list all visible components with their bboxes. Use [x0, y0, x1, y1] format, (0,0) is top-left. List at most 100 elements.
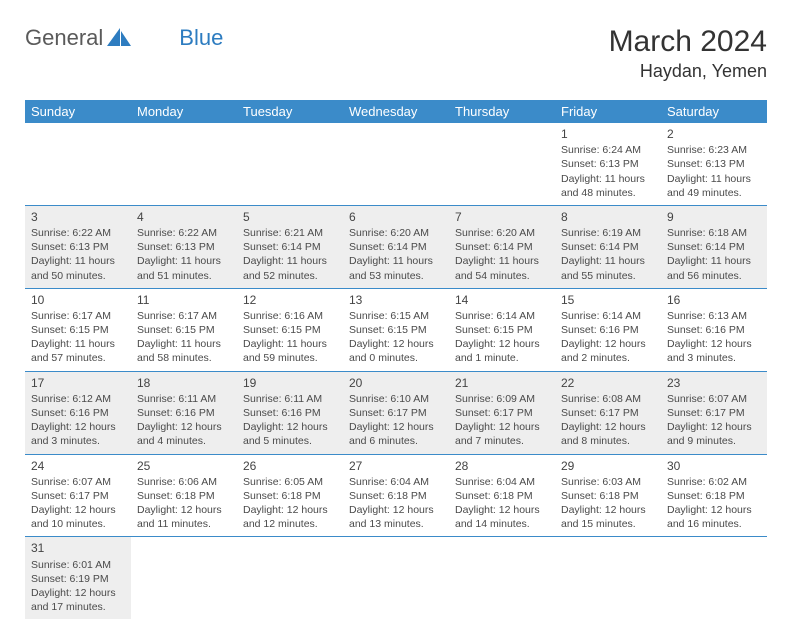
- calendar-day-cell: [343, 537, 449, 619]
- daylight-text: Daylight: 11 hours: [455, 254, 549, 268]
- sunset-text: Sunset: 6:18 PM: [243, 489, 337, 503]
- weekday-header: Saturday: [661, 100, 767, 123]
- sunset-text: Sunset: 6:18 PM: [455, 489, 549, 503]
- day-number: 22: [561, 375, 655, 391]
- calendar-day-cell: [555, 537, 661, 619]
- daylight-text2: and 57 minutes.: [31, 351, 125, 365]
- sunrise-text: Sunrise: 6:15 AM: [349, 309, 443, 323]
- daylight-text2: and 7 minutes.: [455, 434, 549, 448]
- sunrise-text: Sunrise: 6:16 AM: [243, 309, 337, 323]
- day-number: 6: [349, 209, 443, 225]
- sunrise-text: Sunrise: 6:11 AM: [243, 392, 337, 406]
- calendar-day-cell: [25, 123, 131, 205]
- calendar-day-cell: [343, 123, 449, 205]
- sunset-text: Sunset: 6:15 PM: [31, 323, 125, 337]
- sunrise-text: Sunrise: 6:04 AM: [455, 475, 549, 489]
- sunrise-text: Sunrise: 6:24 AM: [561, 143, 655, 157]
- weekday-header: Wednesday: [343, 100, 449, 123]
- daylight-text2: and 53 minutes.: [349, 269, 443, 283]
- sunrise-text: Sunrise: 6:06 AM: [137, 475, 231, 489]
- sunset-text: Sunset: 6:18 PM: [667, 489, 761, 503]
- day-number: 10: [31, 292, 125, 308]
- title-block: March 2024 Haydan, Yemen: [609, 25, 767, 82]
- day-number: 26: [243, 458, 337, 474]
- weekday-header: Monday: [131, 100, 237, 123]
- sunset-text: Sunset: 6:18 PM: [349, 489, 443, 503]
- daylight-text2: and 56 minutes.: [667, 269, 761, 283]
- daylight-text2: and 58 minutes.: [137, 351, 231, 365]
- daylight-text: Daylight: 12 hours: [137, 420, 231, 434]
- daylight-text: Daylight: 12 hours: [137, 503, 231, 517]
- sunrise-text: Sunrise: 6:21 AM: [243, 226, 337, 240]
- daylight-text2: and 1 minute.: [455, 351, 549, 365]
- daylight-text2: and 48 minutes.: [561, 186, 655, 200]
- sunrise-text: Sunrise: 6:03 AM: [561, 475, 655, 489]
- calendar-day-cell: 13Sunrise: 6:15 AMSunset: 6:15 PMDayligh…: [343, 288, 449, 371]
- sunset-text: Sunset: 6:14 PM: [667, 240, 761, 254]
- calendar-day-cell: 20Sunrise: 6:10 AMSunset: 6:17 PMDayligh…: [343, 371, 449, 454]
- sunrise-text: Sunrise: 6:12 AM: [31, 392, 125, 406]
- sunrise-text: Sunrise: 6:19 AM: [561, 226, 655, 240]
- daylight-text: Daylight: 12 hours: [667, 337, 761, 351]
- sunrise-text: Sunrise: 6:20 AM: [349, 226, 443, 240]
- day-number: 9: [667, 209, 761, 225]
- daylight-text2: and 11 minutes.: [137, 517, 231, 531]
- sunrise-text: Sunrise: 6:08 AM: [561, 392, 655, 406]
- daylight-text2: and 55 minutes.: [561, 269, 655, 283]
- sunrise-text: Sunrise: 6:20 AM: [455, 226, 549, 240]
- daylight-text: Daylight: 11 hours: [667, 254, 761, 268]
- day-number: 23: [667, 375, 761, 391]
- sunset-text: Sunset: 6:14 PM: [455, 240, 549, 254]
- calendar-day-cell: 21Sunrise: 6:09 AMSunset: 6:17 PMDayligh…: [449, 371, 555, 454]
- daylight-text: Daylight: 12 hours: [349, 420, 443, 434]
- day-number: 14: [455, 292, 549, 308]
- daylight-text2: and 12 minutes.: [243, 517, 337, 531]
- calendar-day-cell: 31Sunrise: 6:01 AMSunset: 6:19 PMDayligh…: [25, 537, 131, 619]
- calendar-day-cell: 4Sunrise: 6:22 AMSunset: 6:13 PMDaylight…: [131, 205, 237, 288]
- weekday-header: Tuesday: [237, 100, 343, 123]
- day-number: 8: [561, 209, 655, 225]
- calendar-week-row: 24Sunrise: 6:07 AMSunset: 6:17 PMDayligh…: [25, 454, 767, 537]
- day-number: 17: [31, 375, 125, 391]
- day-number: 24: [31, 458, 125, 474]
- daylight-text: Daylight: 11 hours: [137, 254, 231, 268]
- daylight-text: Daylight: 11 hours: [243, 254, 337, 268]
- sunrise-text: Sunrise: 6:10 AM: [349, 392, 443, 406]
- daylight-text: Daylight: 11 hours: [31, 254, 125, 268]
- daylight-text2: and 17 minutes.: [31, 600, 125, 614]
- calendar-day-cell: 28Sunrise: 6:04 AMSunset: 6:18 PMDayligh…: [449, 454, 555, 537]
- sunset-text: Sunset: 6:16 PM: [667, 323, 761, 337]
- daylight-text: Daylight: 12 hours: [561, 503, 655, 517]
- daylight-text: Daylight: 12 hours: [455, 337, 549, 351]
- calendar-day-cell: 15Sunrise: 6:14 AMSunset: 6:16 PMDayligh…: [555, 288, 661, 371]
- daylight-text: Daylight: 11 hours: [667, 172, 761, 186]
- sunrise-text: Sunrise: 6:23 AM: [667, 143, 761, 157]
- calendar-day-cell: 30Sunrise: 6:02 AMSunset: 6:18 PMDayligh…: [661, 454, 767, 537]
- daylight-text2: and 14 minutes.: [455, 517, 549, 531]
- calendar-week-row: 3Sunrise: 6:22 AMSunset: 6:13 PMDaylight…: [25, 205, 767, 288]
- sunrise-text: Sunrise: 6:22 AM: [137, 226, 231, 240]
- sunset-text: Sunset: 6:13 PM: [667, 157, 761, 171]
- calendar-week-row: 31Sunrise: 6:01 AMSunset: 6:19 PMDayligh…: [25, 537, 767, 619]
- calendar-day-cell: 23Sunrise: 6:07 AMSunset: 6:17 PMDayligh…: [661, 371, 767, 454]
- logo-sail-icon: [107, 26, 133, 52]
- sunrise-text: Sunrise: 6:11 AM: [137, 392, 231, 406]
- daylight-text2: and 49 minutes.: [667, 186, 761, 200]
- sunset-text: Sunset: 6:14 PM: [349, 240, 443, 254]
- daylight-text: Daylight: 12 hours: [243, 420, 337, 434]
- daylight-text2: and 10 minutes.: [31, 517, 125, 531]
- sunrise-text: Sunrise: 6:04 AM: [349, 475, 443, 489]
- calendar-day-cell: [131, 537, 237, 619]
- daylight-text2: and 16 minutes.: [667, 517, 761, 531]
- calendar-day-cell: 18Sunrise: 6:11 AMSunset: 6:16 PMDayligh…: [131, 371, 237, 454]
- daylight-text2: and 59 minutes.: [243, 351, 337, 365]
- daylight-text2: and 13 minutes.: [349, 517, 443, 531]
- sunset-text: Sunset: 6:18 PM: [561, 489, 655, 503]
- day-number: 21: [455, 375, 549, 391]
- day-number: 30: [667, 458, 761, 474]
- calendar-day-cell: 7Sunrise: 6:20 AMSunset: 6:14 PMDaylight…: [449, 205, 555, 288]
- daylight-text: Daylight: 12 hours: [349, 503, 443, 517]
- daylight-text: Daylight: 12 hours: [561, 337, 655, 351]
- logo-text-general: General: [25, 25, 103, 51]
- calendar-day-cell: 12Sunrise: 6:16 AMSunset: 6:15 PMDayligh…: [237, 288, 343, 371]
